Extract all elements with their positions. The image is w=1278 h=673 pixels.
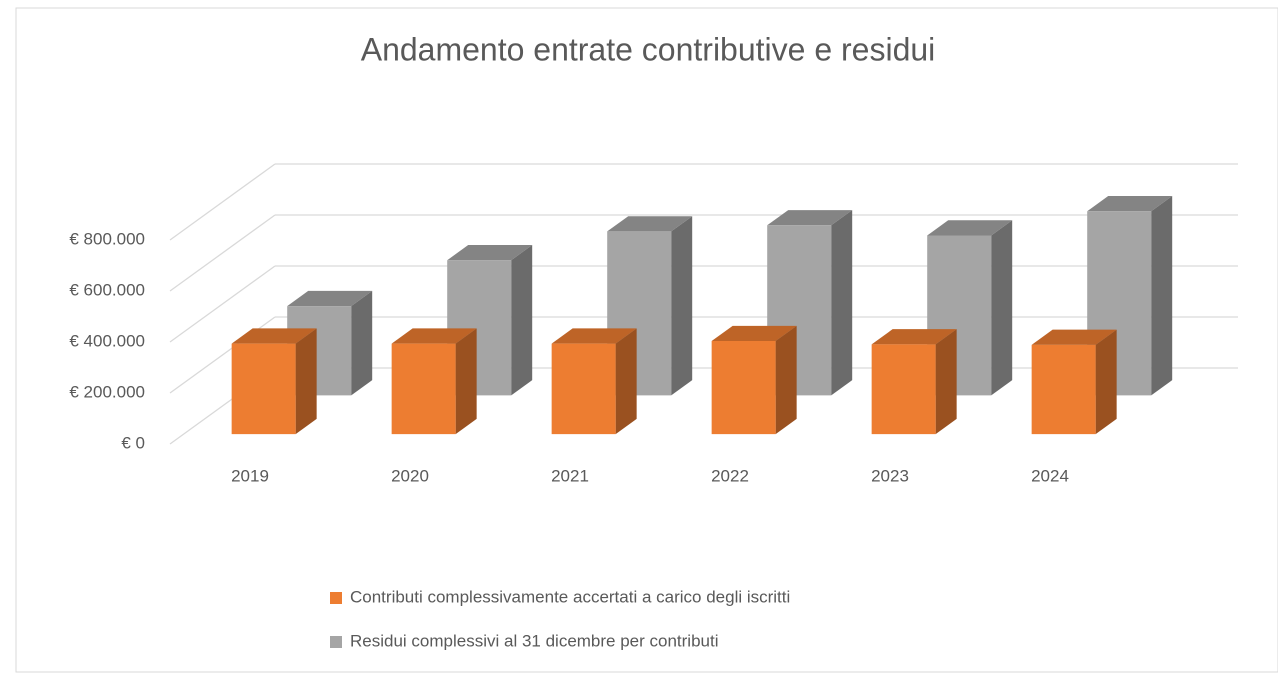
y-tick-label: € 600.000	[69, 280, 145, 299]
bar-side	[671, 216, 693, 396]
bar-side	[775, 325, 797, 435]
bar-top	[231, 328, 317, 344]
x-tick-label: 2022	[711, 466, 749, 485]
grid-line	[169, 265, 276, 343]
bar-top	[287, 290, 373, 307]
bar-side	[615, 328, 637, 435]
x-tick-label: 2020	[391, 466, 429, 485]
x-tick-label: 2024	[1031, 466, 1069, 485]
legend-swatch	[330, 592, 342, 604]
y-tick-label: € 0	[121, 433, 145, 452]
x-tick-label: 2021	[551, 466, 589, 485]
legend-label: Contributi complessivamente accertati a …	[350, 587, 790, 606]
y-tick-label: € 800.000	[69, 229, 145, 248]
chart-title: Andamento entrate contributive e residui	[361, 31, 936, 67]
bar-side	[1095, 329, 1117, 435]
x-tick-label: 2019	[231, 466, 269, 485]
bar-top	[767, 210, 853, 226]
bar-side	[351, 290, 373, 396]
y-tick-label: € 200.000	[69, 382, 145, 401]
legend-label: Residui complessivi al 31 dicembre per c…	[350, 631, 719, 650]
grid-line	[169, 163, 276, 241]
bar-top	[1031, 329, 1117, 345]
bar-top	[607, 216, 693, 232]
bar-side	[295, 328, 317, 435]
bar	[391, 343, 456, 435]
bar-top	[927, 220, 1013, 236]
bar-side	[935, 329, 957, 435]
bar	[711, 341, 776, 435]
x-tick-label: 2023	[871, 466, 909, 485]
bar-top	[551, 328, 637, 344]
y-tick-label: € 400.000	[69, 331, 145, 350]
bar-top	[711, 325, 797, 342]
bar-side	[511, 245, 533, 396]
bar-side	[455, 328, 477, 435]
bar-side	[991, 220, 1013, 396]
bar-top	[1087, 196, 1173, 212]
legend-swatch	[330, 636, 342, 648]
bar-side	[831, 210, 853, 396]
bar-top	[447, 245, 533, 261]
bar-top	[871, 329, 957, 345]
bar	[1031, 344, 1096, 435]
bar	[551, 343, 616, 435]
bar-top	[391, 328, 477, 344]
grid-line	[169, 214, 276, 292]
bar	[871, 344, 936, 435]
bar-side	[1151, 196, 1173, 396]
bar	[231, 343, 296, 435]
